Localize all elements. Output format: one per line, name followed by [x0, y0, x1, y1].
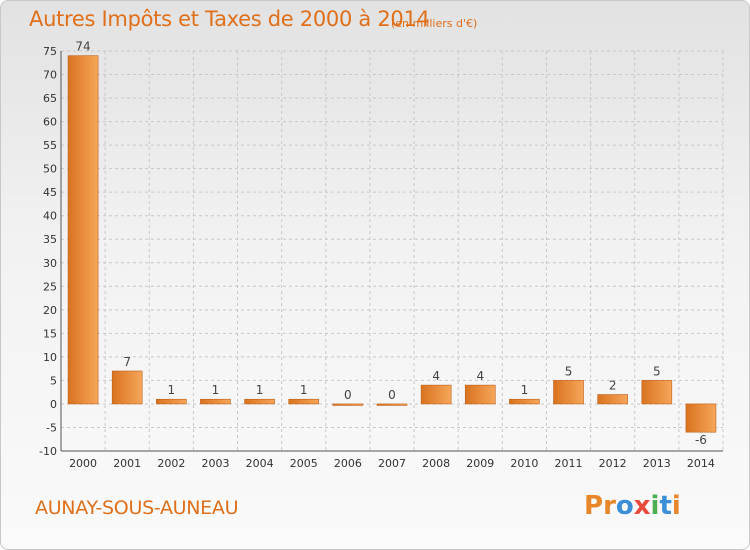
- x-tick-label: 2007: [378, 457, 406, 470]
- data-label: 1: [212, 383, 220, 397]
- data-label: 2: [609, 379, 617, 393]
- y-tick-label: 75: [43, 45, 57, 58]
- x-tick-label: 2012: [599, 457, 627, 470]
- bar: [597, 394, 628, 405]
- logo-letter: t: [659, 491, 672, 521]
- y-tick-label: -5: [46, 421, 57, 434]
- x-tick-label: 2001: [113, 457, 141, 470]
- y-tick-label: 15: [43, 327, 57, 340]
- y-tick-label: 5: [50, 374, 57, 387]
- data-label: 1: [168, 383, 176, 397]
- x-tick-label: 2002: [157, 457, 185, 470]
- bar: [553, 380, 584, 405]
- chart-title: Autres Impôts et Taxes de 2000 à 2014: [29, 7, 430, 31]
- x-tick-label: 2013: [643, 457, 671, 470]
- y-tick-label: 65: [43, 92, 57, 105]
- y-tick-label: 60: [43, 116, 57, 129]
- data-label: 7: [123, 355, 131, 369]
- y-tick-label: 70: [43, 69, 57, 82]
- y-tick-label: 25: [43, 280, 57, 293]
- data-label: 4: [432, 369, 440, 383]
- bar: [641, 380, 673, 405]
- data-label: 0: [344, 388, 352, 402]
- bar: [685, 403, 717, 433]
- bar: [332, 403, 364, 406]
- x-tick-label: 2009: [466, 457, 494, 470]
- y-tick-label: 55: [43, 139, 57, 152]
- logo-letter: x: [633, 491, 651, 521]
- x-tick-label: 2005: [290, 457, 318, 470]
- bar: [156, 398, 187, 405]
- data-label: 74: [75, 40, 90, 54]
- bar: [67, 55, 99, 405]
- y-tick-label: 50: [43, 163, 57, 176]
- x-tick-label: 2004: [246, 457, 274, 470]
- x-tick-label: 2010: [510, 457, 538, 470]
- bar: [420, 384, 452, 405]
- data-label: 5: [653, 364, 661, 378]
- chart-subtitle: (en milliers d'€): [391, 17, 478, 30]
- x-tick-label: 2011: [555, 457, 583, 470]
- x-tick-label: 2014: [687, 457, 715, 470]
- y-tick-label: 35: [43, 233, 57, 246]
- commune-name: AUNAY-SOUS-AUNEAU: [35, 497, 239, 519]
- x-tick-label: 2000: [69, 457, 97, 470]
- bar: [111, 370, 143, 405]
- bar: [464, 384, 496, 405]
- bar: [376, 403, 408, 406]
- data-label: 1: [256, 383, 264, 397]
- data-label: 0: [388, 388, 396, 402]
- data-label: 1: [521, 383, 529, 397]
- bar: [509, 398, 540, 405]
- logo-letter: i: [671, 491, 681, 521]
- bar: [244, 398, 275, 405]
- y-tick-label: 10: [43, 351, 57, 364]
- data-label: 1: [300, 383, 308, 397]
- bar: [200, 398, 231, 405]
- logo-letter: P: [584, 491, 604, 521]
- logo-letter: o: [615, 491, 634, 521]
- y-tick-label: 45: [43, 186, 57, 199]
- data-label: 5: [565, 364, 573, 378]
- y-tick-label: 0: [50, 398, 57, 411]
- logo-letter: r: [603, 491, 616, 521]
- bar: [288, 398, 320, 405]
- y-tick-label: 30: [43, 257, 57, 270]
- x-tick-label: 2008: [422, 457, 450, 470]
- proxiti-logo[interactable]: Proxiti: [584, 491, 681, 521]
- y-tick-label: 20: [43, 304, 57, 317]
- x-tick-label: 2006: [334, 457, 362, 470]
- data-label: 4: [476, 369, 484, 383]
- data-label: -6: [695, 433, 707, 447]
- y-tick-label: -10: [39, 445, 57, 458]
- y-tick-label: 40: [43, 210, 57, 223]
- x-tick-label: 2003: [201, 457, 229, 470]
- logo-letter: i: [650, 491, 660, 521]
